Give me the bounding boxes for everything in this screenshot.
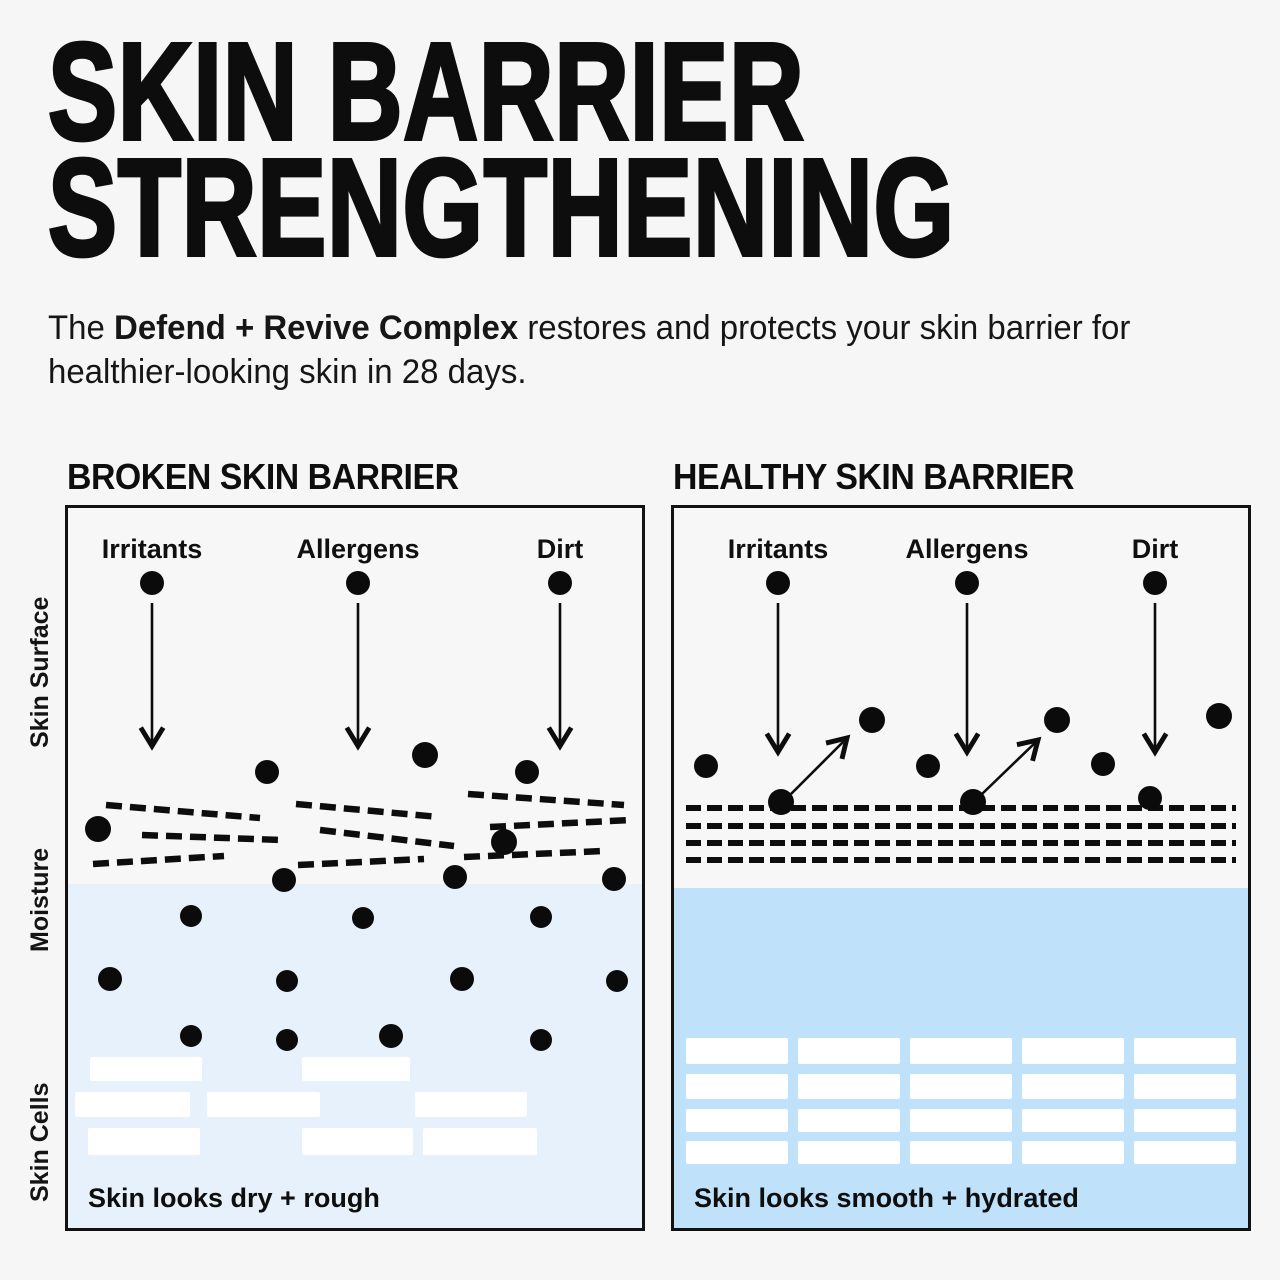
label-dirt: Dirt: [1131, 534, 1179, 564]
broken-caption: Skin looks dry + rough: [88, 1183, 380, 1213]
page-title: SKIN BARRIER STRENGTHENING: [46, 15, 955, 285]
broken-barrier-dashes: [92, 790, 632, 869]
subtitle: The Defend + Revive Complex restores and…: [48, 306, 1144, 394]
subtitle-prefix: The: [48, 309, 115, 347]
particle-dots: [694, 571, 1232, 815]
broken-barrier-graphic: [75, 571, 632, 1155]
skin-cell-bars: [686, 1038, 1236, 1164]
subtitle-suffix: restores and protects your skin barrier …: [48, 309, 1131, 391]
page-title-line2: STRENGTHENING: [46, 131, 955, 285]
subtitle-product-name: Defend + Revive Complex: [114, 309, 519, 347]
intact-barrier-dashes: [686, 805, 1236, 863]
label-allergens: Allergens: [296, 534, 420, 564]
label-allergens: Allergens: [905, 534, 1029, 564]
healthy-caption: Skin looks smooth + hydrated: [694, 1183, 1079, 1213]
healthy-barrier-graphic: [686, 571, 1236, 1164]
axis-label-skin-cells: Skin Cells: [26, 1082, 54, 1203]
falling-arrows: [138, 603, 574, 751]
broken-panel-header: BROKEN SKIN BARRIER: [67, 456, 459, 497]
healthy-skin-barrier-panel: Irritants Allergens Dirt Skin looks smoo…: [671, 505, 1251, 1231]
broken-skin-barrier-panel: Irritants Allergens Dirt Skin looks dry …: [65, 505, 645, 1231]
healthy-panel-header: HEALTHY SKIN BARRIER: [673, 456, 1075, 497]
label-irritants: Irritants: [727, 534, 829, 564]
page-title-line1: SKIN BARRIER: [46, 15, 805, 169]
skin-cell-bars: [75, 1057, 537, 1155]
particle-dots: [85, 571, 628, 1051]
axis-label-skin-surface: Skin Surface: [26, 596, 54, 748]
axis-label-moisture: Moisture: [26, 847, 54, 952]
broken-moisture-layer: [68, 884, 642, 1228]
label-irritants: Irritants: [101, 534, 203, 564]
label-dirt: Dirt: [536, 534, 584, 564]
falling-arrows: [764, 603, 1169, 757]
bounce-arrows: [790, 734, 1042, 795]
